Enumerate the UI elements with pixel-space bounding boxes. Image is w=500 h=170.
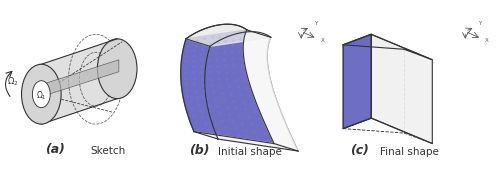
Polygon shape <box>180 30 274 143</box>
Text: Sketch: Sketch <box>91 146 126 156</box>
Text: (c): (c) <box>350 144 369 157</box>
Text: Y: Y <box>314 21 318 26</box>
Polygon shape <box>42 39 117 124</box>
Polygon shape <box>343 34 371 129</box>
Polygon shape <box>343 34 432 60</box>
Ellipse shape <box>98 39 137 99</box>
Polygon shape <box>194 132 298 151</box>
Text: (b): (b) <box>188 144 209 157</box>
Text: $\Omega_1$: $\Omega_1$ <box>36 89 46 102</box>
Polygon shape <box>186 24 271 46</box>
Text: $\Omega_2$: $\Omega_2$ <box>6 76 18 88</box>
Text: (a): (a) <box>44 142 64 156</box>
Text: X: X <box>485 38 489 43</box>
Polygon shape <box>371 34 432 143</box>
Text: Initial shape: Initial shape <box>218 147 282 157</box>
Polygon shape <box>243 30 298 151</box>
Ellipse shape <box>32 81 50 108</box>
Ellipse shape <box>22 64 61 124</box>
Text: X: X <box>320 38 324 43</box>
Text: Y: Y <box>478 21 482 26</box>
Polygon shape <box>40 60 119 97</box>
Text: Final shape: Final shape <box>380 147 438 157</box>
